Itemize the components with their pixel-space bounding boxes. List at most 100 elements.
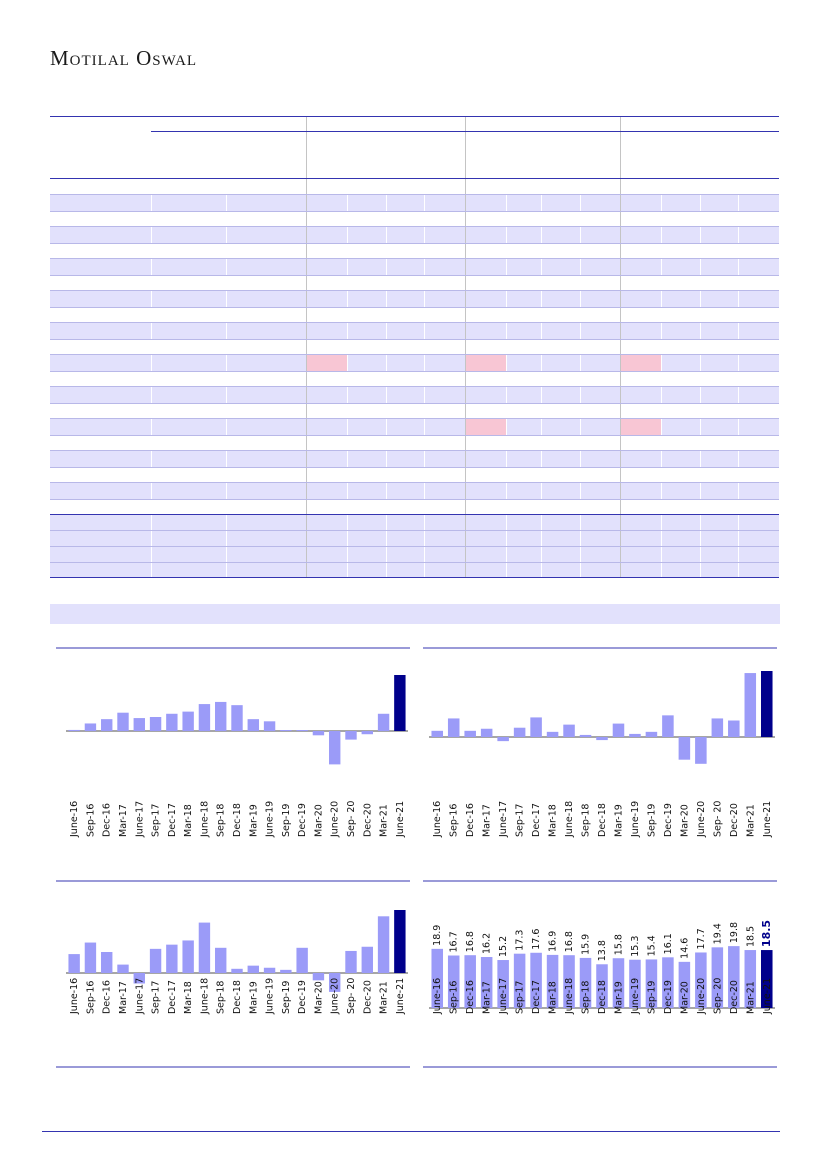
chart-tick-label: Mar-21 xyxy=(745,804,756,837)
chart-data-label: 17.3 xyxy=(515,930,526,951)
chart-tick-label: Sep-17 xyxy=(515,804,526,837)
chart-bar xyxy=(695,952,707,1008)
chart-tick-label: Sep-18 xyxy=(216,804,227,837)
chart-bar xyxy=(149,948,162,973)
chart-tick-label: Sep-17 xyxy=(151,804,162,837)
section-title-bar xyxy=(50,604,780,624)
chart-bar xyxy=(563,955,575,1008)
chart-tick-label: Sep-17 xyxy=(515,981,526,1014)
chart-bar xyxy=(166,944,178,973)
chart-bar xyxy=(84,942,97,973)
chart-bar xyxy=(231,705,243,731)
chart-tick-label: Mar-17 xyxy=(118,981,129,1014)
chart-bar xyxy=(133,973,145,984)
chart-tick-label: Sep-18 xyxy=(581,804,592,837)
chart-tick-label: Sep-19 xyxy=(646,804,657,837)
chart-bar xyxy=(361,731,373,735)
chart-bar xyxy=(280,730,292,731)
chart-bar xyxy=(497,960,509,1008)
chart-tick-label: June-21 xyxy=(762,801,773,838)
chart-tick-label: Dec-18 xyxy=(232,803,243,837)
chart-bar xyxy=(394,675,406,731)
chart-top-left: June-16 Sep-16 Dec-16 Mar-17 June-17 Sep-17 De… xyxy=(56,647,412,840)
chart-bar xyxy=(760,671,773,737)
chart-bar xyxy=(728,946,740,1008)
chart-tick-label: June-19 xyxy=(265,978,276,1015)
chart-tick-label: Sep-16 xyxy=(85,804,96,837)
chart-tick-label: Sep- 20 xyxy=(346,801,357,837)
chart-tick-label: Mar-20 xyxy=(313,804,324,837)
chart-bar xyxy=(133,718,145,731)
chart-bar xyxy=(84,723,97,731)
chart-tick-label: Dec-18 xyxy=(232,980,243,1014)
chart-tick-label: Dec-20 xyxy=(362,980,373,1014)
chart-tick-label: Sep-16 xyxy=(449,804,460,837)
chart-bar xyxy=(329,731,341,765)
chart-bar xyxy=(149,717,162,731)
chart-tick-label: Mar-18 xyxy=(548,804,559,837)
chart-tick-label: Dec-20 xyxy=(362,803,373,837)
chart-bar xyxy=(394,910,406,973)
chart-tick-label: June-20 xyxy=(696,978,707,1015)
chart-bar xyxy=(68,729,80,731)
chart-tick-label: Mar-20 xyxy=(313,981,324,1014)
chart-data-label: 19.8 xyxy=(729,922,740,943)
chart-tick-label: Dec-19 xyxy=(663,803,674,837)
chart-tick-label: June-19 xyxy=(630,978,641,1015)
chart-tick-label: June-21 xyxy=(395,978,406,1015)
chart-data-label: 16.7 xyxy=(449,931,460,952)
chart-bar xyxy=(678,961,691,1008)
chart-data-label: 15.2 xyxy=(498,936,509,957)
chart-bar xyxy=(629,959,641,1008)
chart-svg: June-16 Sep-16 Dec-16 Mar-17 June-17 Sep-17 De… xyxy=(56,647,410,838)
chart-bar xyxy=(361,946,373,973)
chart-tick-label: June-16 xyxy=(432,801,443,838)
chart-bar xyxy=(447,718,460,737)
chart-tick-label: June-18 xyxy=(199,978,210,1015)
chart-tick-label: June-17 xyxy=(498,978,509,1015)
chart-bar xyxy=(182,940,194,973)
chart-top-right: June-16 Sep-16 Dec-16 Mar-17 June-17 Sep-17 De… xyxy=(423,647,779,840)
chart-tick-label: Dec-16 xyxy=(465,803,476,837)
chart-tick-label: June-18 xyxy=(564,978,575,1015)
data-table xyxy=(50,116,779,578)
chart-bar xyxy=(447,955,460,1008)
chart-tick-label: June-20 xyxy=(330,978,341,1015)
chart-tick-label: Mar-18 xyxy=(183,981,194,1014)
chart-tick-label: Mar-17 xyxy=(482,981,493,1014)
chart-tick-label: June-20 xyxy=(696,801,707,838)
chart-data-label: 15.3 xyxy=(630,936,641,957)
chart-bar xyxy=(728,720,740,737)
chart-data-label: 16.9 xyxy=(548,931,559,952)
chart-data-label: 18.5 xyxy=(745,926,756,947)
chart-bar xyxy=(312,973,325,981)
chart-bar xyxy=(215,701,227,731)
chart-tick-label: June-16 xyxy=(432,978,443,1015)
chart-bar xyxy=(662,957,674,1008)
chart-tick-label: Dec-20 xyxy=(729,980,740,1014)
chart-tick-label: June-19 xyxy=(265,801,276,838)
chart-bar xyxy=(312,731,325,736)
chart-bar xyxy=(345,950,357,973)
chart-tick-label: Dec-17 xyxy=(167,803,178,837)
chart-tick-label: Dec-16 xyxy=(465,980,476,1014)
chart-data-label: 17.6 xyxy=(531,929,542,950)
brand-logo: Motilal Oswal xyxy=(50,46,198,70)
chart-tick-label: Dec-19 xyxy=(297,803,308,837)
chart-tick-label: Mar-18 xyxy=(548,981,559,1014)
chart-bar xyxy=(612,958,625,1008)
chart-data-label: 13.8 xyxy=(597,940,608,961)
chart-tick-label: June-17 xyxy=(134,801,145,838)
chart-tick-label: Dec-16 xyxy=(102,980,113,1014)
chart-data-label: 18.9 xyxy=(432,925,443,946)
chart-tick-label: Dec-17 xyxy=(531,980,542,1014)
chart-data-label: 18.5 xyxy=(760,920,773,947)
chart-tick-label: Sep-19 xyxy=(281,981,292,1014)
chart-bar xyxy=(198,922,211,973)
chart-bar xyxy=(695,737,707,764)
chart-bar xyxy=(377,713,390,731)
chart-tick-label: June-16 xyxy=(69,801,80,838)
chart-tick-label: June-18 xyxy=(199,801,210,838)
chart-bottom-right: June-16 18.9 Sep-16 16.7 Dec-16 16.8 Mar-17 16.… xyxy=(423,880,779,1068)
chart-bar xyxy=(247,719,259,731)
